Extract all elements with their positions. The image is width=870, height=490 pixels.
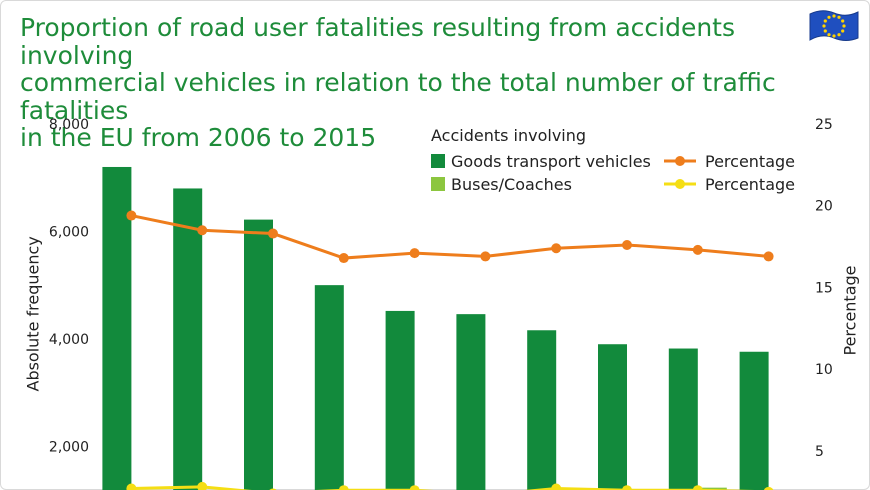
y2-tick-label: 5 bbox=[815, 444, 824, 460]
bar-goods-2010 bbox=[385, 310, 415, 490]
point-pct-goods-2010 bbox=[409, 248, 420, 259]
point-pct-buses-2006 bbox=[126, 483, 137, 490]
bar-buses-2014 bbox=[697, 487, 727, 490]
bar-goods-2006 bbox=[102, 166, 132, 490]
point-pct-buses-2009 bbox=[338, 485, 349, 490]
y2-tick-label: 10 bbox=[815, 362, 833, 378]
point-pct-goods-2013 bbox=[622, 239, 632, 250]
bar-goods-2009 bbox=[314, 285, 344, 490]
y2-tick-label: 15 bbox=[815, 280, 833, 296]
point-pct-buses-2013 bbox=[622, 485, 632, 490]
point-pct-goods-2008 bbox=[268, 228, 278, 239]
legend-label-buses: Buses/Coaches bbox=[451, 175, 572, 194]
point-pct-goods-2006 bbox=[126, 210, 137, 221]
y-tick-label: 6,000 bbox=[49, 224, 89, 240]
y-tick-label: 8,000 bbox=[49, 117, 89, 133]
point-pct-goods-2015 bbox=[763, 251, 774, 262]
title-line-3: in the EU from 2006 to 2015 bbox=[20, 123, 377, 152]
chart-title: Proportion of road user fatalities resul… bbox=[20, 14, 800, 152]
point-pct-goods-2012 bbox=[551, 243, 562, 254]
legend-swatch-pct-goods bbox=[664, 156, 696, 166]
bar-goods-2007 bbox=[173, 188, 203, 490]
legend-swatch-goods bbox=[431, 154, 445, 168]
y-tick-label: 2,000 bbox=[49, 439, 89, 455]
legend-label-pct-goods: Percentage bbox=[705, 152, 795, 171]
point-pct-buses-2014 bbox=[692, 485, 703, 490]
title-line-1: Proportion of road user fatalities resul… bbox=[20, 13, 735, 70]
legend-label-goods: Goods transport vehicles bbox=[451, 152, 651, 171]
point-pct-buses-2007 bbox=[197, 481, 208, 490]
point-pct-buses-2010 bbox=[409, 485, 420, 490]
y2-tick-label: 20 bbox=[815, 199, 833, 215]
y2-tick-label: 25 bbox=[815, 117, 833, 133]
bar-goods-2011 bbox=[456, 314, 486, 490]
line-pct-goods bbox=[131, 214, 769, 260]
bar-goods-2014 bbox=[668, 348, 698, 490]
point-pct-goods-2014 bbox=[692, 244, 703, 255]
bar-goods-2013 bbox=[598, 344, 627, 490]
point-pct-goods-2007 bbox=[197, 225, 208, 236]
legend-heading: Accidents involving bbox=[431, 126, 586, 145]
legend-swatch-buses bbox=[431, 177, 445, 191]
legend-swatch-pct-buses bbox=[664, 179, 696, 189]
bar-goods-2008 bbox=[244, 219, 273, 490]
bar-goods-2015 bbox=[739, 351, 769, 490]
point-pct-goods-2011 bbox=[480, 251, 491, 262]
point-pct-buses-2015 bbox=[763, 486, 774, 490]
legend-label-pct-buses: Percentage bbox=[705, 175, 795, 194]
y-tick-label: 4,000 bbox=[49, 332, 89, 348]
eu-flag-icon bbox=[809, 10, 859, 41]
title-line-2: commercial vehicles in relation to the t… bbox=[20, 68, 776, 125]
point-pct-goods-2009 bbox=[338, 253, 349, 264]
bar-goods-2012 bbox=[527, 330, 557, 490]
point-pct-buses-2012 bbox=[551, 483, 562, 490]
